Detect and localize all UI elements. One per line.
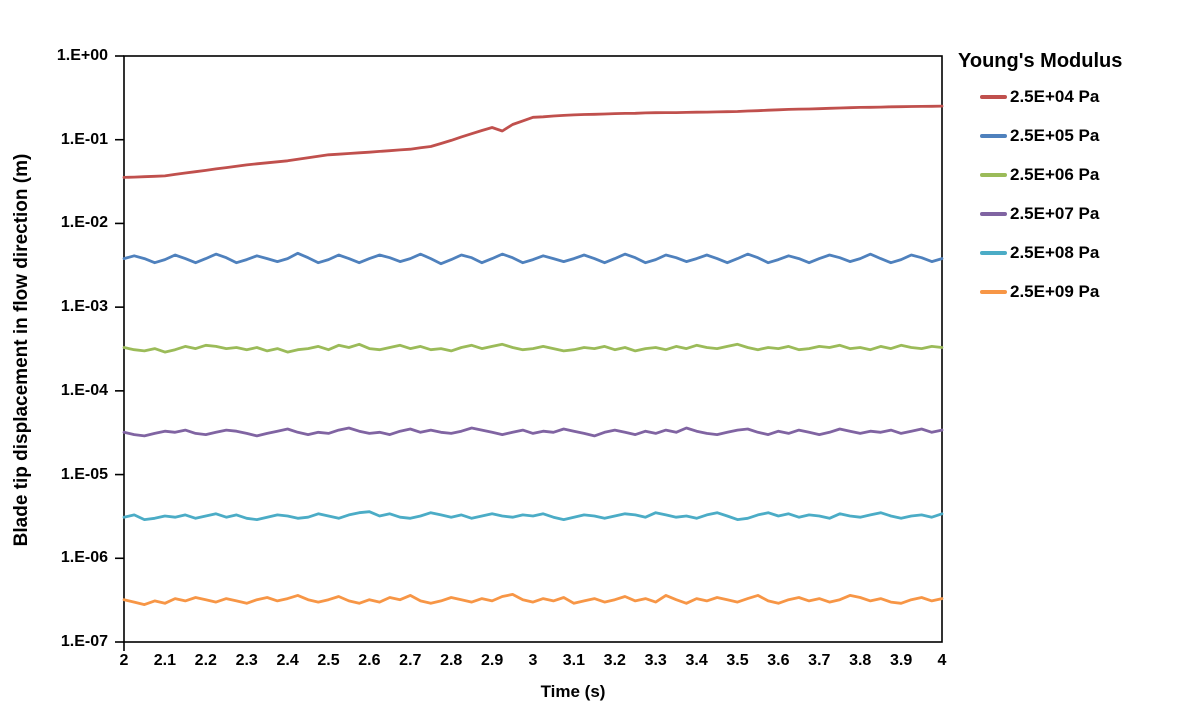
legend-line-swatch-icon: [980, 290, 1007, 294]
x-tick-label: 3.8: [849, 652, 872, 669]
x-tick-label: 3.6: [767, 652, 790, 669]
legend-line-swatch-icon: [980, 212, 1007, 216]
y-axis-title: Blade tip displacement in flow direction…: [11, 153, 32, 547]
x-tick-label: 2.3: [235, 652, 258, 669]
x-tick-label: 2.2: [194, 652, 217, 669]
y-tick-label: 1.E-04: [60, 381, 108, 399]
x-tick-label: 4: [937, 652, 947, 669]
legend-entry: 2.5E+07 Pa: [958, 204, 1190, 224]
legend-entry: 2.5E+06 Pa: [958, 165, 1190, 185]
legend-entries: 2.5E+04 Pa 2.5E+05 Pa 2.5E+06 Pa 2.5E+07 Pa…: [958, 87, 1190, 302]
y-tick-label: 1.E-05: [60, 465, 108, 483]
y-tick-label: 1.E+00: [56, 47, 108, 64]
y-tick-label: 1.E-03: [60, 298, 108, 316]
y-tick-label: 1.E-01: [60, 130, 108, 148]
x-tick-label: 2: [119, 652, 129, 669]
x-tick-label: 3.9: [889, 652, 913, 669]
x-tick-label: 3.7: [808, 652, 831, 669]
legend-label: 2.5E+06 Pa: [1010, 165, 1100, 184]
legend-entry: 2.5E+05 Pa: [958, 126, 1190, 146]
legend-label: 2.5E+07 Pa: [1010, 204, 1100, 223]
legend-line-swatch-icon: [980, 134, 1007, 138]
legend-entry: 2.5E+08 Pa: [958, 243, 1190, 263]
y-tick-label: 1.E-06: [60, 549, 108, 567]
x-tick-label: 2.5: [317, 652, 340, 669]
series-line-1: [122, 104, 944, 179]
legend-label: 2.5E+05 Pa: [1010, 126, 1100, 145]
legend-line-swatch-icon: [980, 251, 1007, 255]
legend: Young's Modulus 2.5E+04 Pa 2.5E+05 Pa 2.5E…: [958, 48, 1190, 321]
series-line-2: [122, 251, 944, 266]
x-tick-label: 3: [528, 652, 538, 669]
x-tick-label: 3.3: [644, 652, 667, 669]
series-line-5: [122, 510, 944, 521]
x-axis-title: Time (s): [540, 682, 606, 701]
x-tick-label: 2.7: [399, 652, 422, 669]
series-line-6: [122, 593, 944, 606]
legend-label: 2.5E+09 Pa: [1010, 282, 1100, 301]
x-tick-label: 2.9: [480, 652, 504, 669]
legend-label: 2.5E+08 Pa: [1010, 243, 1100, 262]
x-tick-label: 2.6: [358, 652, 381, 669]
y-tick-label: 1.E-07: [60, 633, 108, 650]
series-line-3: [122, 342, 944, 354]
legend-line-swatch-icon: [980, 95, 1007, 99]
legend-line-swatch-icon: [980, 173, 1007, 177]
x-tick-label: 2.8: [440, 652, 463, 669]
x-tick-label: 2.1: [153, 652, 177, 669]
x-tick-label: 3.1: [562, 652, 586, 669]
y-tick-label: 1.E-02: [60, 214, 108, 232]
legend-entry: 2.5E+09 Pa: [958, 282, 1190, 302]
legend-label: 2.5E+04 Pa: [1010, 87, 1100, 106]
plot-border: [123, 55, 943, 643]
x-tick-label: 2.4: [276, 652, 299, 669]
legend-entry: 2.5E+04 Pa: [958, 87, 1190, 107]
legend-title: Young's Modulus: [958, 50, 1123, 72]
x-tick-label: 3.4: [685, 652, 708, 669]
x-tick-label: 3.2: [603, 652, 626, 669]
series-line-4: [122, 426, 944, 438]
x-tick-label: 3.5: [726, 652, 749, 669]
